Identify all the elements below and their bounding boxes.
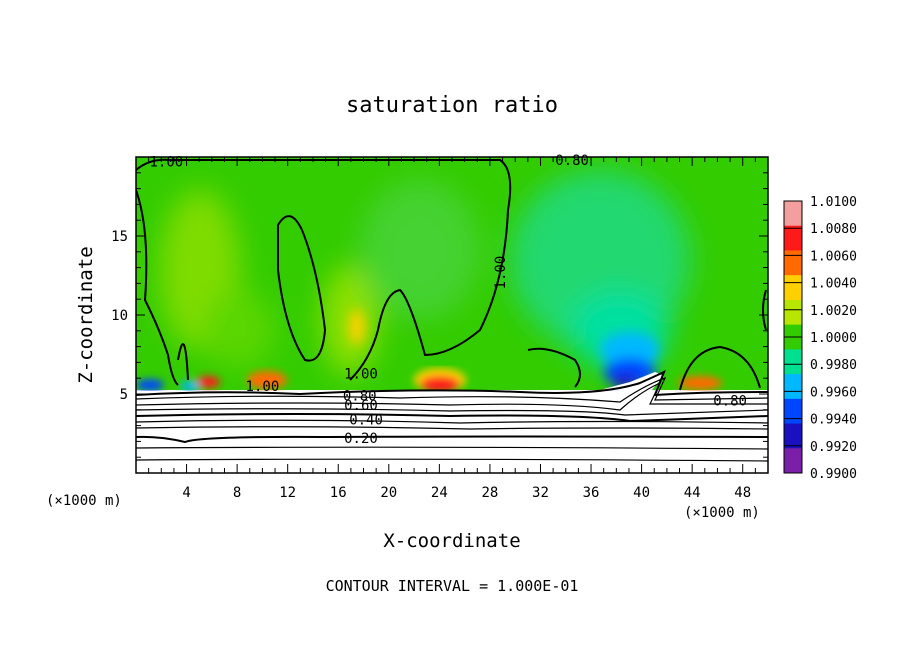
x-tick-label: 4 xyxy=(182,485,190,501)
colorbar-swatch xyxy=(784,374,802,400)
contour-label: 0.40 xyxy=(349,412,383,428)
x-tick-label: 40 xyxy=(633,485,650,501)
x-tick-label: 8 xyxy=(233,485,241,501)
x-axis: 4 8 12 16 20 24 28 32 36 40 44 48 xyxy=(148,157,756,501)
colorbar-swatch xyxy=(784,423,802,449)
colorbar-label: 0.9980 xyxy=(810,358,857,373)
colorbar-label: 1.0080 xyxy=(810,222,857,237)
colorbar-label: 1.0000 xyxy=(810,331,857,346)
colorbar-label: 1.0060 xyxy=(810,249,857,264)
y-tick-label: 5 xyxy=(120,387,128,403)
colorbar-label: 0.9900 xyxy=(810,467,857,482)
y-tick-label: 10 xyxy=(111,308,128,324)
colorbar: 1.0100 1.0080 1.0060 1.0040 1.0020 1.0000 0.99… xyxy=(783,195,857,482)
x-tick-label: 20 xyxy=(380,485,397,501)
colorbar-swatch xyxy=(784,398,802,425)
x-tick-label: 36 xyxy=(583,485,600,501)
colorbar-label: 0.9960 xyxy=(810,385,857,400)
colorbar-label: 0.9940 xyxy=(810,413,857,428)
x-tick-label: 32 xyxy=(532,485,549,501)
x-tick-label: 48 xyxy=(734,485,751,501)
colorbar-swatch xyxy=(784,299,802,326)
contour-label: 0.80 xyxy=(343,389,377,405)
x-tick-label: 16 xyxy=(330,485,347,501)
contour-label: 1.00 xyxy=(344,366,378,382)
colorbar-swatch xyxy=(784,275,802,301)
y-axis: 5 10 15 xyxy=(111,172,768,458)
contour-label: 1.00 xyxy=(493,256,509,290)
x-tick-label: 24 xyxy=(431,485,448,501)
colorbar-label: 1.0020 xyxy=(810,304,857,319)
colorbar-swatch xyxy=(784,225,802,251)
colorbar-label: 1.0100 xyxy=(810,195,857,210)
y-tick-label: 15 xyxy=(111,229,128,245)
contour-lines xyxy=(136,158,768,462)
contour-label: 1.00 xyxy=(246,379,280,395)
contour-label: 1.00 xyxy=(149,155,183,171)
colorbar-swatch xyxy=(784,250,802,276)
contour-interval-footer: CONTOUR INTERVAL = 1.000E-01 xyxy=(326,577,579,595)
x-axis-label: X-coordinate xyxy=(383,530,520,552)
contour-label: 0.80 xyxy=(555,153,589,169)
y-axis-label: Z-coordinate xyxy=(75,246,97,383)
colorbar-swatch xyxy=(784,201,802,227)
contour-label: 0.80 xyxy=(713,393,747,409)
colorbar-swatch xyxy=(784,448,802,474)
chart-title: saturation ratio xyxy=(346,93,558,118)
x-unit-right: (×1000 m) xyxy=(684,505,760,521)
contour-label: 0.20 xyxy=(344,431,378,447)
colorbar-label: 1.0040 xyxy=(810,277,857,292)
x-tick-label: 44 xyxy=(684,485,701,501)
contour-label: 0.60 xyxy=(344,398,378,414)
x-tick-label: 12 xyxy=(279,485,296,501)
colorbar-label: 0.9920 xyxy=(810,440,857,455)
contour-labels: 1.00 0.801.001.001.000.800.600.400.200.80 xyxy=(149,153,746,447)
heatmap-field xyxy=(136,157,768,473)
colorbar-swatch xyxy=(784,349,802,375)
x-unit-left: (×1000 m) xyxy=(46,493,122,509)
x-tick-label: 28 xyxy=(481,485,498,501)
